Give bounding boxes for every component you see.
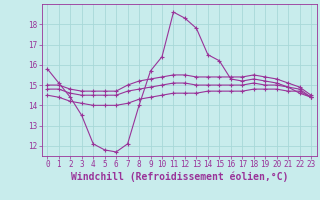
X-axis label: Windchill (Refroidissement éolien,°C): Windchill (Refroidissement éolien,°C) — [70, 172, 288, 182]
